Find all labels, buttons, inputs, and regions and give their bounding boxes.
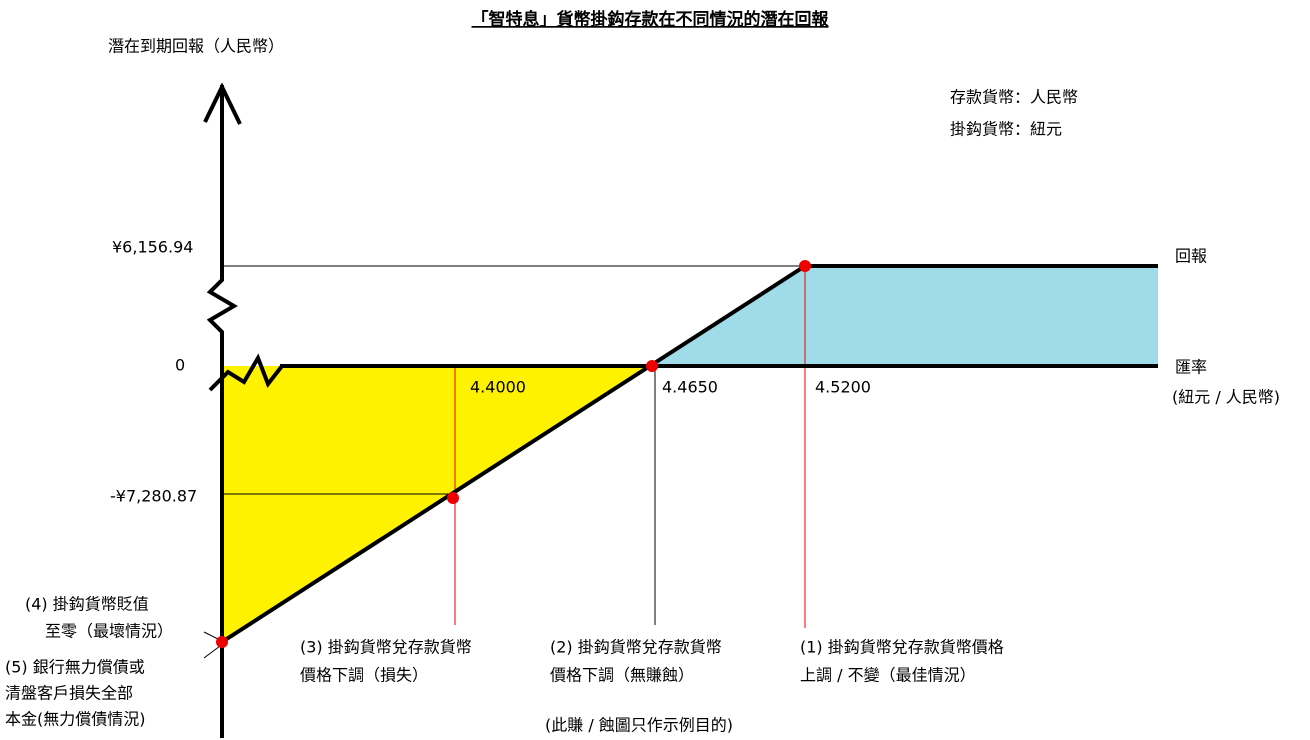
scenario: (4) 掛鈎貨幣貶值 (25, 595, 149, 614)
scenario: 清盤客戶損失全部 (5, 684, 133, 703)
x-label: 4.4650 (662, 378, 718, 397)
y-axis (206, 85, 238, 738)
y-label: -¥7,280.87 (110, 487, 197, 506)
x-label: 4.5200 (815, 378, 871, 397)
line-label: (紐元 / 人民幣) (1172, 388, 1280, 407)
title: 「智特息」貨幣掛鈎存款在不同情況的潛在回報 (472, 9, 830, 30)
scenario: 價格下調（損失） (300, 666, 428, 685)
line-label: 匯率 (1175, 358, 1207, 377)
point (799, 260, 811, 272)
scenario: (1) 掛鈎貨幣兌存款貨幣價格 (800, 638, 1004, 657)
scenario: 上調 / 不變（最佳情況） (800, 666, 976, 685)
note: 掛鈎貨幣：紐元 (950, 120, 1062, 139)
axis-break (208, 353, 284, 392)
point (447, 492, 459, 504)
pointer (203, 645, 221, 659)
y-label: ¥6,156.94 (112, 238, 193, 257)
scenario: (5) 銀行無力償債或 (5, 658, 145, 677)
scenario: 價格下調（無賺蝕） (550, 666, 694, 685)
point (216, 636, 228, 648)
footnote: (此賺 / 蝕圖只作示例目的) (545, 716, 733, 735)
y-label: 0 (175, 356, 185, 375)
scenario: 本金(無力償債情況) (5, 710, 146, 729)
scenario: (2) 掛鈎貨幣兌存款貨幣 (550, 638, 722, 657)
scenario: (3) 掛鈎貨幣兌存款貨幣 (300, 638, 472, 657)
y-axis-label: 潛在到期回報（人民幣） (108, 37, 284, 56)
scenario: 至零（最壞情況） (45, 622, 173, 641)
x-label: 4.4000 (470, 378, 526, 397)
axis-arrow (203, 82, 242, 125)
note: 存款貨幣：人民幣 (950, 88, 1078, 107)
line-label: 回報 (1175, 247, 1207, 266)
gain-area (652, 266, 1158, 366)
point (646, 360, 658, 372)
